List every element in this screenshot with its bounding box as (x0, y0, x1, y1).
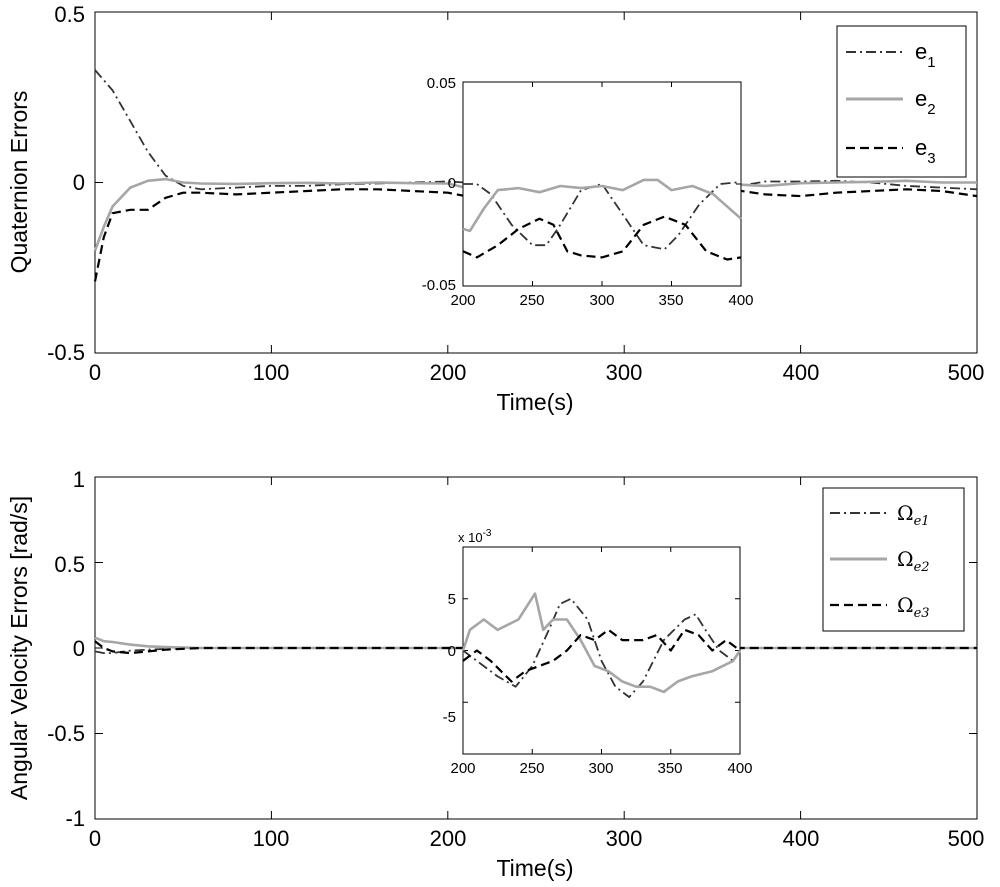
y-tick-label: -0.5 (47, 340, 85, 365)
inset-x-tick-label: 250 (519, 292, 544, 309)
x-tick-label: 0 (89, 826, 101, 851)
inset-series-group (461, 547, 742, 754)
main-series-group (93, 11, 978, 354)
series-line-1 (462, 597, 741, 698)
y-tick-label: -1 (65, 806, 85, 831)
series-line-2 (462, 178, 742, 233)
x-tick-label: 400 (783, 826, 820, 851)
x-tick-label: 100 (253, 826, 290, 851)
series-line-3 (462, 215, 742, 261)
x-tick-label: 500 (948, 360, 985, 385)
inset-plot: 0.05 0 -0.05 200 250 300 350 400 (422, 75, 754, 309)
legend: e1 e2 e3 (836, 25, 967, 178)
x-axis-label: Time(s) (496, 389, 573, 415)
inset-x-tick-label: 200 (450, 760, 475, 777)
legend-label-omega-e2: Ωe2 (897, 547, 930, 575)
x-tick-labels: 0 100 200 300 400 500 (89, 826, 984, 851)
series-line-2 (461, 592, 742, 694)
x-tick-label: 300 (606, 360, 643, 385)
y-tick-label: -0.5 (47, 721, 85, 746)
y-tick-label: 0.5 (54, 552, 85, 577)
y-tick-label: 1 (73, 467, 85, 492)
inset-x-tick-label: 300 (589, 292, 614, 309)
inset-x-tick-label: 350 (658, 292, 683, 309)
x-tick-label: 0 (89, 360, 101, 385)
y-tick-label: 0 (73, 636, 85, 661)
x-tick-labels: 0 100 200 300 400 500 (89, 360, 984, 385)
y-tick-labels: 1 0.5 0 -0.5 -1 (47, 467, 85, 831)
legend-label-e2: e2 (915, 86, 936, 118)
angular-velocity-errors-panel: 1 0.5 0 -0.5 -1 0 100 200 300 400 500 Ti… (6, 467, 984, 881)
inset-plot-area (462, 546, 741, 755)
series-line-3 (93, 188, 978, 282)
y-tick-label: 0.5 (54, 2, 85, 27)
y-tick-labels: 0.5 0 -0.5 (47, 2, 85, 365)
inset-x-tick-label: 400 (728, 292, 753, 309)
y-tick-label: 0 (73, 170, 85, 195)
inset-x-tick-label: 350 (657, 760, 682, 777)
x-tick-label: 500 (948, 826, 985, 851)
inset-y-tick-label: 5 (448, 591, 456, 608)
quaternion-errors-panel: 0.5 0 -0.5 0 100 200 300 400 500 Time(s)… (6, 2, 984, 415)
x-tick-label: 200 (430, 826, 467, 851)
inset-x-tick-label: 250 (519, 760, 544, 777)
inset-x-tick-label: 400 (727, 760, 752, 777)
inset-x-tick-label: 300 (588, 760, 613, 777)
inset-series-group (462, 81, 742, 287)
legend: Ωe1 Ωe2 Ωe3 (822, 487, 965, 632)
legend-box (836, 25, 967, 178)
inset-plot-area (462, 81, 742, 287)
x-tick-label: 400 (783, 360, 820, 385)
y-axis-label: Quaternion Errors (6, 91, 32, 274)
y-axis-label: Angular Velocity Errors [rad/s] (6, 496, 32, 800)
legend-label-e3: e3 (915, 135, 936, 167)
series-line-2 (93, 177, 977, 252)
inset-multiplier-label: x 10-3 (458, 528, 492, 545)
legend-label-omega-e3: Ωe3 (897, 593, 930, 621)
x-axis-label: Time(s) (496, 855, 573, 881)
inset-y-tick-label: 0 (448, 643, 456, 660)
x-tick-label: 100 (253, 360, 290, 385)
legend-label-e1: e1 (915, 39, 936, 71)
x-tick-label: 200 (430, 360, 467, 385)
inset-y-tick-label: 0 (448, 175, 456, 192)
inset-y-tick-label: 0.05 (427, 75, 456, 92)
series-line-3 (462, 628, 741, 683)
x-tick-label: 300 (606, 826, 643, 851)
inset-y-tick-label: -5 (443, 709, 456, 726)
inset-y-tick-label: -0.05 (422, 277, 456, 294)
legend-label-omega-e1: Ωe1 (897, 501, 930, 529)
inset-x-tick-label: 200 (450, 292, 475, 309)
inset-plot: x 10-3 5 0 -5 200 250 300 350 400 (443, 528, 753, 777)
